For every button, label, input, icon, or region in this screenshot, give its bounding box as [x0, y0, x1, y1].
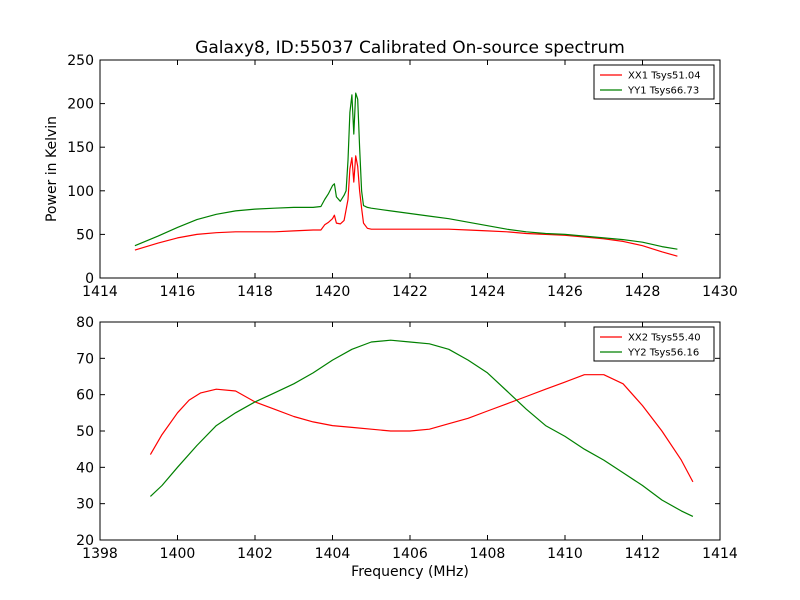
x-tick-label: 1400	[160, 546, 196, 562]
y-tick-label: 50	[76, 424, 94, 440]
series-line-1-1	[134, 155, 678, 257]
legend: XX2 Tsys55.40 YY2 Tsys56.16	[593, 326, 715, 362]
series-line-1-2	[134, 92, 678, 250]
series-line-2-2	[149, 339, 694, 517]
y-tick-label: 70	[76, 351, 94, 367]
legend-box	[593, 64, 715, 100]
top-panel: 1414 1416 1418 1420 1422 1424 1426 1428 1430 0 50 1…	[44, 53, 738, 300]
x-tick-label: 1422	[392, 284, 428, 300]
x-tick-label: 1426	[547, 284, 583, 300]
y-tick-label: 0	[85, 271, 94, 287]
series-line-2-1	[149, 374, 694, 483]
chart-title: Galaxy8, ID:55037 Calibrated On-source s…	[195, 38, 625, 58]
x-tick-label: 1406	[392, 546, 428, 562]
x-tick-label: 1398	[82, 546, 118, 562]
legend-label: YY1 Tsys66.73	[627, 86, 699, 97]
x-tick-label: 1430	[702, 284, 738, 300]
x-tick-label: 1410	[547, 546, 583, 562]
x-tick-label: 1420	[315, 284, 351, 300]
y-tick-label: 100	[67, 184, 94, 200]
y-tick-label: 200	[67, 97, 94, 113]
x-tick-label: 1414	[82, 284, 118, 300]
x-tick-label: 1412	[625, 546, 661, 562]
x-tick-label: 1416	[160, 284, 196, 300]
legend: XX1 Tsys51.04 YY1 Tsys66.73	[593, 64, 715, 100]
x-axis-label: Frequency (MHz)	[351, 564, 469, 580]
y-tick-label: 80	[76, 315, 94, 331]
y-tick-label: 40	[76, 460, 94, 476]
legend-box	[593, 326, 715, 362]
x-tick-label: 1404	[315, 546, 351, 562]
legend-label: YY2 Tsys56.16	[627, 348, 699, 359]
x-tick-label: 1418	[237, 284, 273, 300]
x-tick-label: 1408	[470, 546, 506, 562]
y-tick-label: 150	[67, 140, 94, 156]
bottom-panel: 1398 1400 1402 1404 1406 1408 1410 1412 1414 20 30…	[76, 315, 738, 580]
x-tick-label: 1428	[625, 284, 661, 300]
legend-label: XX2 Tsys55.40	[628, 333, 701, 344]
y-axis-label: Power in Kelvin	[44, 116, 60, 222]
y-tick-label: 250	[67, 53, 94, 69]
y-tick-label: 20	[76, 533, 94, 549]
legend-label: XX1 Tsys51.04	[628, 71, 701, 82]
x-tick-label: 1424	[470, 284, 506, 300]
x-tick-label: 1414	[702, 546, 738, 562]
y-tick-label: 50	[76, 227, 94, 243]
y-tick-label: 30	[76, 497, 94, 513]
y-tick-label: 60	[76, 388, 94, 404]
x-tick-label: 1402	[237, 546, 273, 562]
